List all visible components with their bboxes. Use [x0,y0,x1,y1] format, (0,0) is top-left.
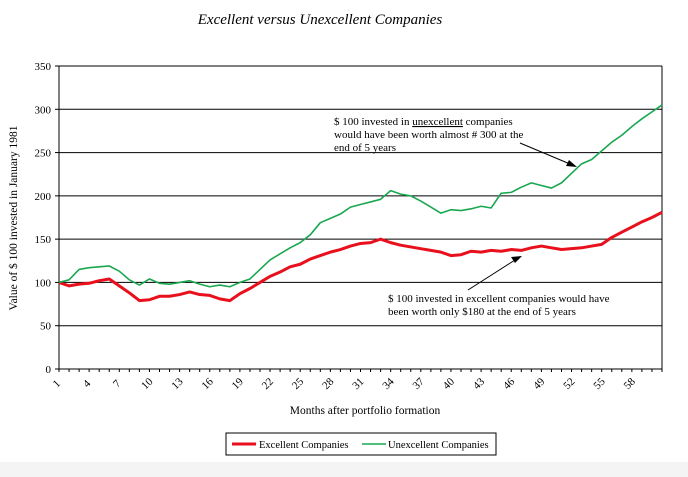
chart-frame: Excellent versus Unexcellent Companies 0… [0,0,688,462]
y-tick-label-350: 350 [35,61,52,73]
x-tick-label-10: 10 [139,375,156,392]
x-tick-label-28: 28 [320,375,337,392]
grid-lines [59,65,662,327]
line-chart: Excellent versus Unexcellent Companies 0… [7,12,663,456]
annotation-excellent-line-2: been worth only $180 at the end of 5 yea… [388,306,576,318]
annotation-excellent: $ 100 invested in excellent companies wo… [388,256,610,318]
x-tick-label-43: 43 [471,375,488,392]
y-tick-label-150: 150 [35,234,52,246]
x-tick-label-40: 40 [441,375,458,392]
x-tick-label-55: 55 [591,375,608,392]
x-tick-label-4: 4 [81,377,94,390]
y-tick-labels: 0 50 100 150 200 250 300 350 [35,61,52,376]
annotation-excellent-arrowhead [511,256,522,263]
axes [55,65,663,372]
annotation-unexcellent-line-3: end of 5 years [334,142,396,154]
y-tick-label-100: 100 [35,277,52,289]
x-tick-label-22: 22 [260,376,276,392]
series-lines [58,104,663,303]
y-tick-label-50: 50 [40,321,52,333]
x-tick-label-37: 37 [411,375,428,392]
annotation-excellent-line-1: $ 100 invested in excellent companies wo… [388,293,610,305]
x-tick-label-13: 13 [169,375,186,392]
series-line-excellent-companies [58,210,663,303]
chart-title: Excellent versus Unexcellent Companies [197,12,443,28]
x-tick-label-25: 25 [290,375,307,392]
x-tick-label-7: 7 [111,377,124,390]
annotation-unexcellent-arrowhead [566,160,577,167]
x-tick-label-19: 19 [230,375,247,392]
y-axis-label: Value of $ 100 invested in January 1981 [7,125,20,310]
svg-text:$ 100 invested in unexcellent: $ 100 invested in unexcellent companies [334,116,513,128]
annotation-unexcellent-underlined: unexcellent [412,116,463,128]
x-tick-label-52: 52 [561,376,577,392]
legend: Excellent Companies Unexcellent Companie… [225,432,497,456]
series-line-unexcellent-companies [58,104,663,288]
y-tick-label-0: 0 [46,364,52,376]
legend-label-excellent: Excellent Companies [259,440,349,451]
x-tick-label-1: 1 [51,378,63,390]
annotation-excellent-arrow [467,259,516,291]
annotation-unexcellent-line-1b: companies [463,116,513,128]
x-tick-label-16: 16 [199,375,216,392]
x-axis-label: Months after portfolio formation [290,405,441,417]
legend-box [225,432,497,456]
annotation-unexcellent-arrow [519,142,571,165]
annotation-unexcellent: $ 100 invested in unexcellent companies … [334,116,577,167]
y-tick-label-250: 250 [35,148,52,160]
y-tick-label-300: 300 [35,104,52,116]
x-tick-label-46: 46 [501,375,518,392]
x-tick-label-58: 58 [622,375,639,392]
y-tick-label-200: 200 [35,191,52,203]
x-tick-label-31: 31 [350,376,366,392]
legend-label-unexcellent: Unexcellent Companies [388,440,489,451]
annotation-unexcellent-line-1a: $ 100 invested in [334,116,412,128]
x-tick-label-49: 49 [531,375,548,392]
x-tick-label-34: 34 [380,375,397,392]
x-tick-labels: 1 4 7 10 13 16 19 22 25 28 31 34 37 40 43 46 49 52 55 58 [51,375,639,392]
annotation-unexcellent-line-2: would have been worth almost # 300 at th… [334,129,524,141]
